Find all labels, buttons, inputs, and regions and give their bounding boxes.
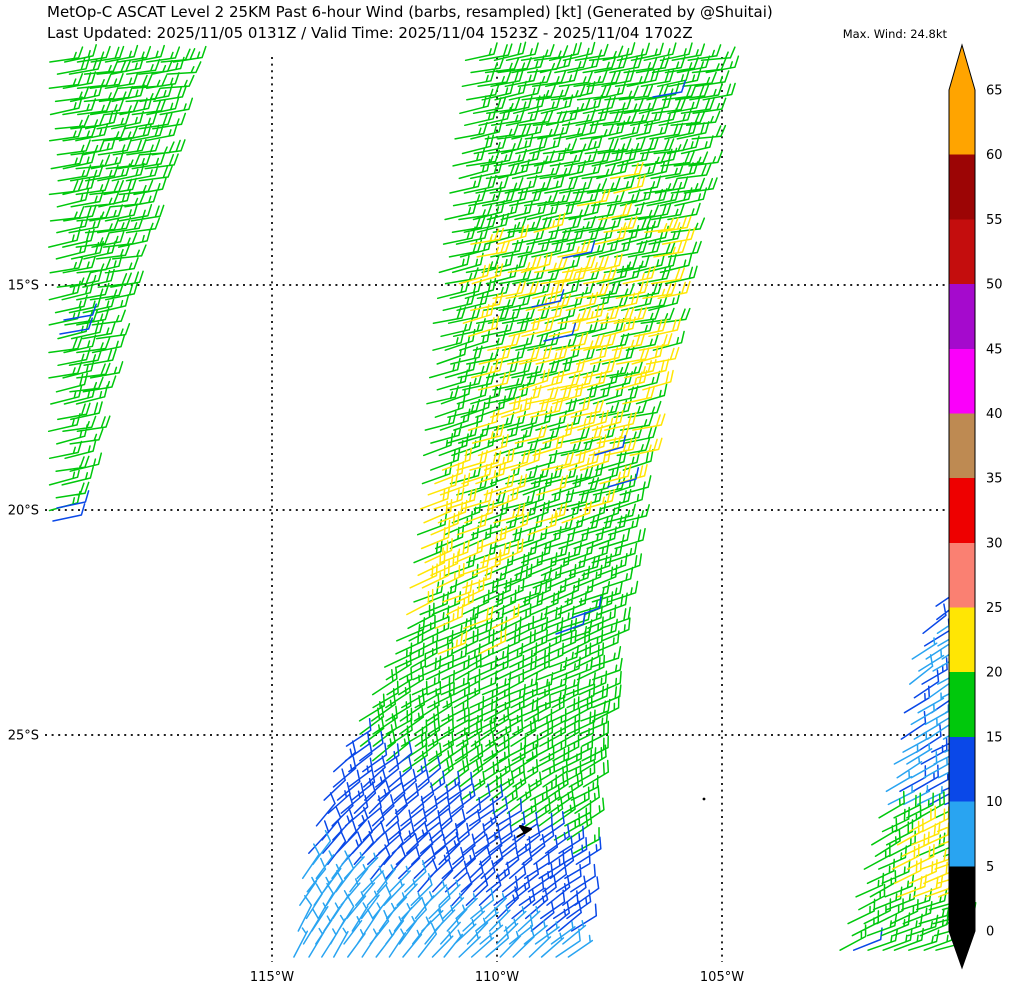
y-tick-label-25°S: 25°S [8,729,39,744]
chart-subtitle: Last Updated: 2025/11/05 0131Z / Valid T… [47,24,693,42]
colorbar-tick-label-5: 5 [986,860,994,875]
y-tick-label-20°S: 20°S [8,504,39,519]
max-wind-label: Max. Wind: 24.8kt [842,27,947,41]
wind-barbs-central-swath [358,41,740,854]
wind-barbs-central-swath [293,829,594,958]
point-marker [702,797,706,801]
colorbar-tick-label-60: 60 [986,148,1003,163]
x-tick-label-115°W: 115°W [250,970,294,985]
colorbar-under-arrow [949,931,975,968]
calm-flag-marker [516,825,532,838]
colorbar-tick-label-0: 0 [986,925,994,940]
wind-barbs-left-swath [47,44,207,512]
colorbar-segment-40-45 [949,348,975,414]
x-tick-label-110°W: 110°W [475,970,519,985]
colorbar-tick-label-25: 25 [986,601,1003,616]
wind-barbs-left-swath [52,303,97,522]
x-tick-label-105°W: 105°W [700,970,744,985]
colorbar-tick-label-10: 10 [986,795,1003,810]
colorbar-segment-30-35 [949,478,975,543]
colorbar-tick-label-65: 65 [986,84,1003,99]
colorbar-segment-55-60 [949,154,975,220]
colorbar-outline [948,43,976,970]
colorbar-segment-20-25 [949,607,975,673]
colorbar-tick-label-35: 35 [986,472,1003,487]
colorbar-tick-label-20: 20 [986,666,1003,681]
colorbar-tick-label-55: 55 [986,213,1003,228]
colorbar-segment-10-15 [949,736,975,802]
chart-title: MetOp-C ASCAT Level 2 25KM Past 6-hour W… [47,3,773,21]
colorbar-segment-15-20 [949,672,975,737]
colorbar-segment-0-5 [949,866,975,931]
y-tick-label-15°S: 15°S [8,279,39,294]
colorbar-segment-60-65 [949,90,975,155]
colorbar-tick-label-30: 30 [986,536,1003,551]
colorbar-segment-45-50 [949,284,975,349]
wind-barbs-central-swath [308,80,686,932]
colorbar-tick-label-45: 45 [986,342,1003,357]
colorbar-tick-label-50: 50 [986,278,1003,293]
colorbar-segment-50-55 [949,219,975,285]
colorbar-segment-25-30 [949,542,975,608]
colorbar-tick-label-40: 40 [986,407,1003,422]
colorbar-segment-5-10 [949,801,975,867]
colorbar-over-arrow [949,45,975,91]
wind-barbs-central-swath [406,161,696,655]
colorbar-tick-label-15: 15 [986,730,1003,745]
colorbar-segment-35-40 [949,413,975,479]
colorbar: 0 5 10 15 20 25 30 35 40 45 50 55 60 65 [948,43,1003,970]
